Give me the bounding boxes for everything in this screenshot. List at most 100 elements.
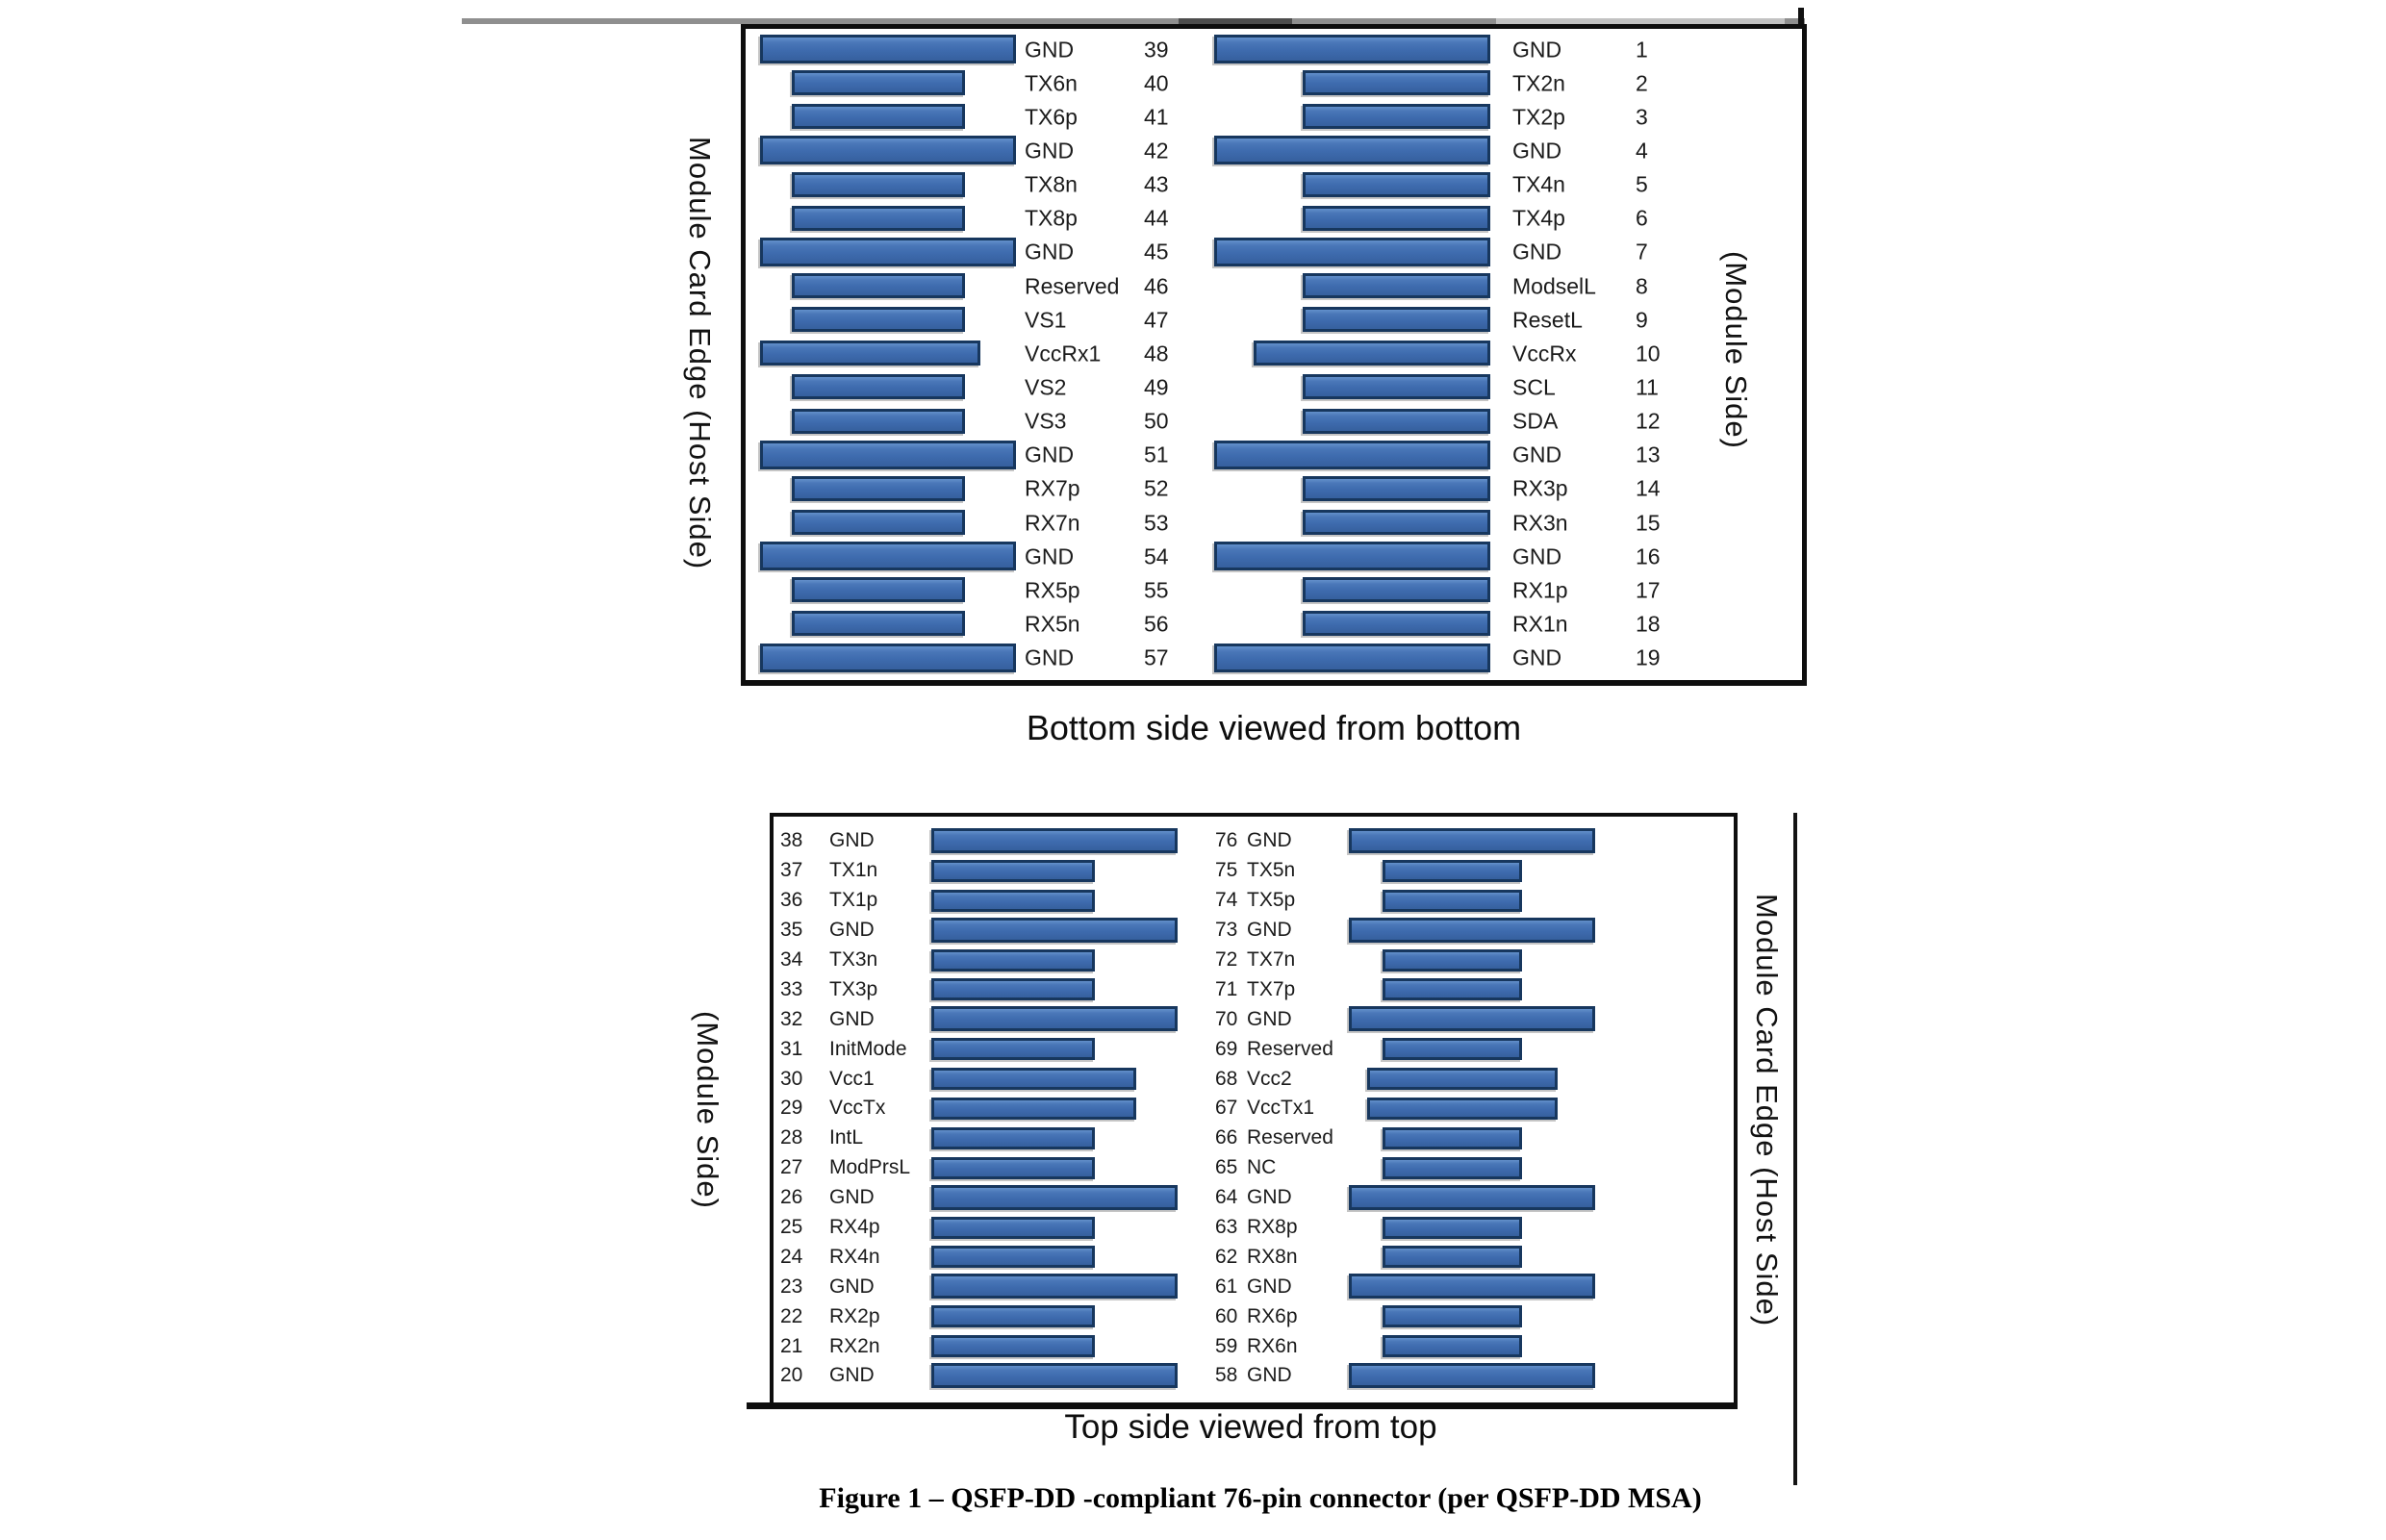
pin-name: TX8p [1025, 205, 1078, 231]
pin-name: VS1 [1025, 307, 1067, 333]
pin-number: 53 [1144, 510, 1169, 536]
pin-number: 7 [1636, 239, 1648, 265]
pin-name: RX6n [1247, 1334, 1298, 1357]
pin-row: SDA 12 [1214, 405, 1674, 439]
pin-row: 24 RX4n [777, 1242, 1206, 1272]
pin-row: GND 51 [751, 439, 1199, 472]
pin-row: 74 TX5p [1212, 886, 1636, 916]
pin-pad-bar [1214, 440, 1490, 469]
panel2-bottom-border-extension [747, 1402, 774, 1409]
pin-row: 67 VccTx1 [1212, 1094, 1636, 1123]
pin-pad-bar [931, 1363, 1178, 1389]
pin-pad-bar [1303, 272, 1490, 298]
top-right-corner-tick [1798, 8, 1804, 29]
pin-name: SCL [1512, 374, 1556, 400]
pin-pad-bar [1383, 1216, 1522, 1239]
pin-row: 70 GND [1212, 1004, 1636, 1034]
pin-number: 48 [1144, 341, 1169, 366]
pin-number: 54 [1144, 543, 1169, 569]
pin-row: GND 1 [1214, 33, 1674, 66]
pin-pad-bar [1303, 70, 1490, 96]
pin-number: 19 [1636, 644, 1661, 670]
pin-pad-bar [931, 1274, 1178, 1300]
pin-row: 20 GND [777, 1361, 1206, 1391]
top-gray-rule [462, 18, 1805, 24]
pin-row: Reserved 46 [751, 269, 1199, 303]
pin-row: 65 NC [1212, 1153, 1636, 1183]
pin-number: 38 [780, 829, 803, 852]
pin-pad-bar [792, 509, 965, 535]
panel2-left-side-label: (Module Side) [675, 813, 739, 1407]
pin-name: Reserved [1025, 273, 1120, 299]
pin-pad-bar [792, 577, 965, 603]
pin-number: 64 [1215, 1186, 1238, 1209]
pin-pad-bar [1303, 104, 1490, 130]
pin-name: RX4n [829, 1245, 880, 1268]
panel2-left-pin-column: 38 GND 37 TX1n 36 TX1p 35 GND 34 TX3n 33 TX3p 32 GND 3… [777, 826, 1206, 1392]
pin-pad-bar [1303, 307, 1490, 333]
pin-number: 2 [1636, 70, 1648, 96]
pin-pad-bar [931, 1335, 1095, 1358]
pin-row: 21 RX2n [777, 1331, 1206, 1361]
pin-number: 30 [780, 1067, 803, 1090]
pin-pad-bar [931, 828, 1178, 853]
pin-number: 6 [1636, 205, 1648, 231]
pin-number: 39 [1144, 37, 1169, 63]
pin-number: 57 [1144, 644, 1169, 670]
pin-row: RX5p 55 [751, 573, 1199, 607]
pin-number: 73 [1215, 919, 1238, 942]
pin-row: RX1n 18 [1214, 607, 1674, 641]
panel1-left-pin-column: GND 39 TX6n 40 TX6p 41 GND 42 TX8n 43 TX8p 44 GND 45 R… [751, 33, 1199, 675]
pin-pad-bar [792, 104, 965, 130]
pin-pad-bar [1214, 643, 1490, 672]
pin-pad-bar [792, 374, 965, 400]
pin-number: 65 [1215, 1156, 1238, 1179]
pin-number: 49 [1144, 374, 1169, 400]
pin-pad-bar [792, 408, 965, 434]
pin-pad-bar [931, 1184, 1178, 1210]
pin-name: GND [1512, 442, 1562, 467]
pin-name: RX7n [1025, 510, 1080, 536]
pin-name: ModselL [1512, 273, 1596, 299]
pin-number: 22 [780, 1304, 803, 1327]
pin-pad-bar [1214, 237, 1490, 266]
pin-name: RX3p [1512, 475, 1568, 501]
pin-name: Vcc2 [1247, 1067, 1292, 1090]
pin-number: 72 [1215, 948, 1238, 971]
module-side-label: (Module Side) [1719, 251, 1753, 449]
pin-pad-bar [1383, 1126, 1522, 1149]
pin-pad-bar [931, 1126, 1095, 1149]
pin-row: 29 VccTx [777, 1094, 1206, 1123]
host-side-label: Module Card Edge (Host Side) [1750, 893, 1784, 1327]
pin-row: 32 GND [777, 1004, 1206, 1034]
pin-row: GND 57 [751, 642, 1199, 675]
panel2-caption: Top side viewed from top [1064, 1408, 1437, 1446]
pin-row: 27 ModPrsL [777, 1153, 1206, 1183]
pin-row: GND 45 [751, 236, 1199, 269]
pin-row: TX8p 44 [751, 202, 1199, 236]
pin-name: GND [1247, 1186, 1292, 1209]
pin-row: TX6p 41 [751, 100, 1199, 134]
pin-number: 60 [1215, 1304, 1238, 1327]
pin-pad-bar [792, 611, 965, 637]
pin-number: 41 [1144, 104, 1169, 130]
pin-number: 26 [780, 1186, 803, 1209]
pin-name: TX2n [1512, 70, 1565, 96]
pin-row: 26 GND [777, 1183, 1206, 1213]
pin-pad-bar [931, 1006, 1178, 1032]
pin-number: 56 [1144, 611, 1169, 637]
pin-number: 33 [780, 977, 803, 1000]
pin-pad-bar [931, 1305, 1095, 1328]
pin-number: 32 [780, 1007, 803, 1030]
pin-pad-bar [792, 272, 965, 298]
pin-row: TX8n 43 [751, 168, 1199, 202]
pin-number: 55 [1144, 577, 1169, 603]
pin-row: 59 RX6n [1212, 1331, 1636, 1361]
pin-number: 46 [1144, 273, 1169, 299]
pin-row: RX7n 53 [751, 506, 1199, 540]
pin-number: 68 [1215, 1067, 1238, 1090]
pin-name: VccTx1 [1247, 1097, 1315, 1120]
pin-name: TX4p [1512, 205, 1565, 231]
pin-name: GND [1512, 239, 1562, 265]
